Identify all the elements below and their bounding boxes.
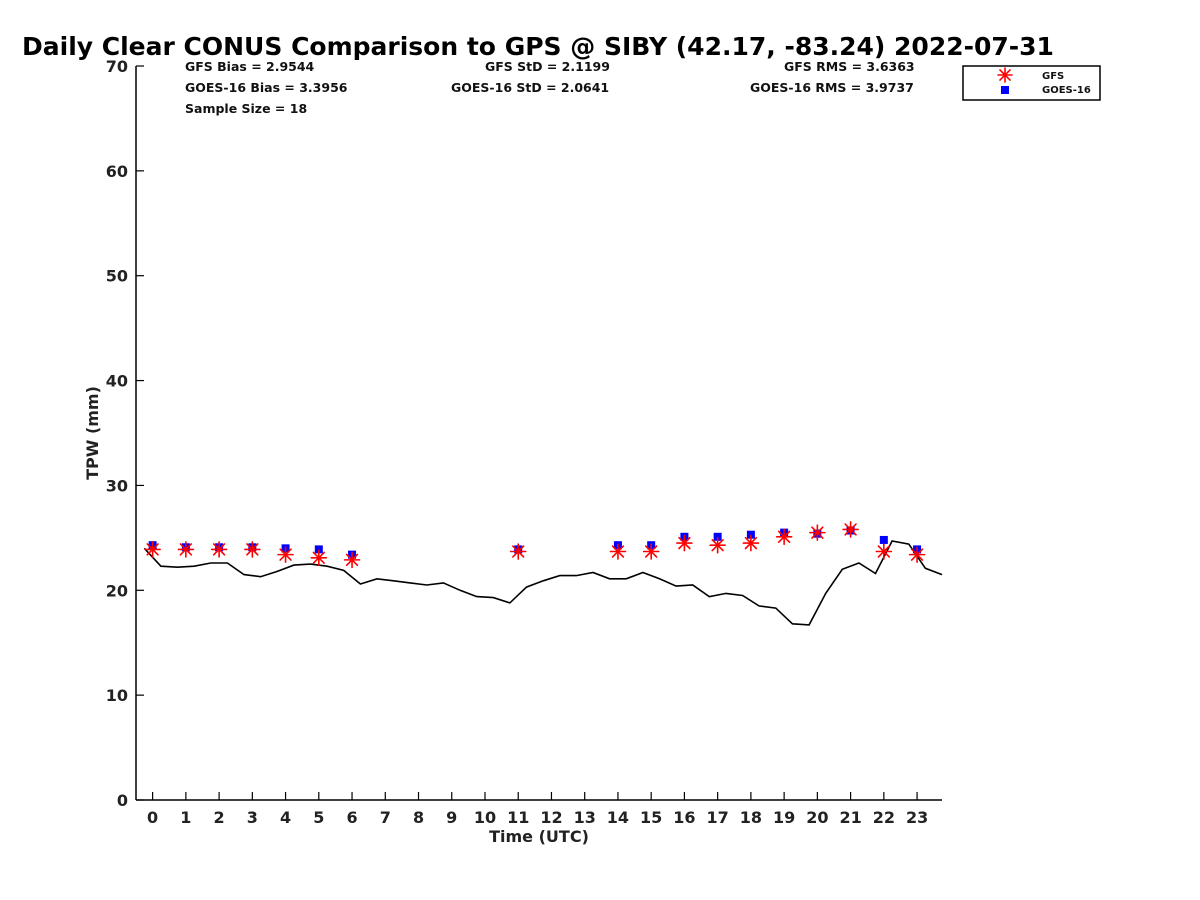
stat-gfs-rms: GFS RMS = 3.6363 <box>784 59 915 74</box>
stat-gfs-std: GFS StD = 2.1199 <box>485 59 610 74</box>
y-tick-label: 50 <box>106 267 128 286</box>
x-tick-label: 4 <box>280 808 291 827</box>
gfs-points-layer <box>144 521 926 569</box>
y-tick-label: 20 <box>106 581 128 600</box>
y-tick-label: 70 <box>106 57 128 76</box>
gfs-point <box>343 551 361 569</box>
x-tick-label: 10 <box>474 808 496 827</box>
gfs-point <box>210 541 228 558</box>
goes-point <box>879 535 888 544</box>
gfs-point <box>875 543 893 560</box>
y-axis-label: TPW (mm) <box>83 386 102 480</box>
legend-goes-marker <box>1001 86 1009 94</box>
legend-box <box>962 65 1101 101</box>
x-tick-label: 17 <box>707 808 729 827</box>
gfs-point <box>842 521 859 538</box>
gfs-point <box>908 546 926 563</box>
gfs-point <box>709 536 726 554</box>
x-tick-label: 22 <box>873 808 895 827</box>
gfs-point <box>676 534 693 552</box>
gfs-point <box>642 543 660 560</box>
x-tick-label: 18 <box>740 808 762 827</box>
goes-points-layer <box>148 526 922 559</box>
stat-goes-bias: GOES-16 Bias = 3.3956 <box>185 80 348 95</box>
y-tick-label: 40 <box>106 372 128 391</box>
x-tick-label: 13 <box>574 808 596 827</box>
gfs-point <box>509 543 527 560</box>
x-tick-label: 1 <box>180 808 191 827</box>
gfs-point <box>144 541 161 558</box>
x-tick-label: 23 <box>906 808 928 827</box>
x-tick-label: 7 <box>380 808 391 827</box>
legend-gfs-label: GFS <box>1042 71 1064 82</box>
x-tick-label: 21 <box>839 808 861 827</box>
x-tick-label: 15 <box>640 808 662 827</box>
x-tick-label: 2 <box>214 808 225 827</box>
gfs-point <box>310 549 328 567</box>
gfs-point <box>277 546 294 563</box>
x-tick-label: 12 <box>540 808 562 827</box>
legend-gfs-marker <box>997 67 1013 83</box>
x-tick-label: 3 <box>247 808 258 827</box>
legend-gfs-asterisk <box>997 67 1013 83</box>
gps-line <box>143 540 943 626</box>
x-tick-label: 9 <box>446 808 457 827</box>
stat-gfs-bias: GFS Bias = 2.9544 <box>185 59 315 74</box>
y-tick-label: 60 <box>106 162 128 181</box>
legend-goes-label: GOES-16 <box>1042 85 1091 96</box>
stats-panel: GFS Bias = 2.9544 GOES-16 Bias = 3.3956 … <box>185 59 915 116</box>
stat-goes-std: GOES-16 StD = 2.0641 <box>451 80 609 95</box>
x-tick-label: 0 <box>147 808 158 827</box>
gps-line-layer <box>143 540 943 626</box>
x-tick-label: 5 <box>313 808 324 827</box>
stat-sample-size: Sample Size = 18 <box>185 101 307 116</box>
x-tick-label: 16 <box>673 808 695 827</box>
goes-point <box>713 532 722 541</box>
y-tick-label: 30 <box>106 476 128 495</box>
x-tick-label: 19 <box>773 808 795 827</box>
x-tick-label: 11 <box>507 808 529 827</box>
x-tick-label: 20 <box>806 808 828 827</box>
stat-goes-rms: GOES-16 RMS = 3.9737 <box>750 80 914 95</box>
y-tick-label: 0 <box>117 791 128 810</box>
gfs-point <box>177 541 195 558</box>
x-axis-label: Time (UTC) <box>489 827 589 846</box>
y-tick-label: 10 <box>106 686 128 705</box>
chart-title: Daily Clear CONUS Comparison to GPS @ SI… <box>22 32 1054 61</box>
gfs-point <box>244 541 261 558</box>
legend: GFS GOES-16 <box>962 65 1101 101</box>
x-tick-label: 14 <box>607 808 629 827</box>
x-tick-label: 6 <box>346 808 357 827</box>
gfs-point <box>742 534 760 552</box>
gfs-point <box>609 543 627 560</box>
goes-point <box>746 530 755 539</box>
goes-point <box>314 545 323 554</box>
gfs-point <box>809 524 826 541</box>
gfs-point <box>775 528 793 546</box>
x-tick-label: 8 <box>413 808 424 827</box>
